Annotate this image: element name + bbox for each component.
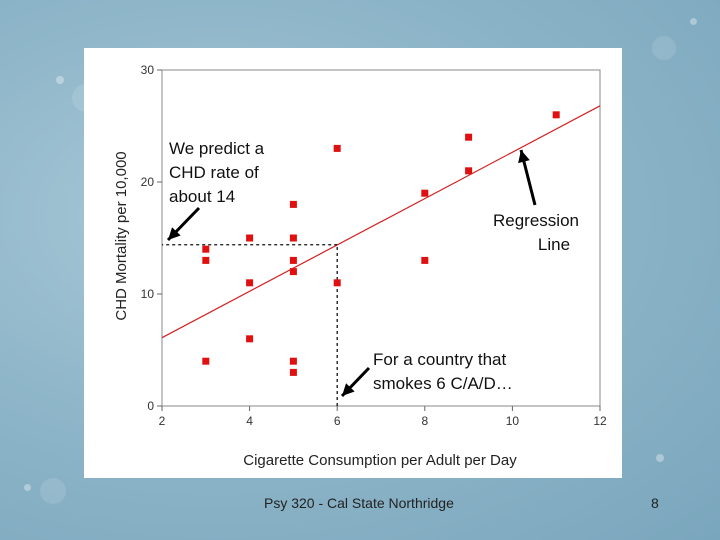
bokeh-dot	[656, 454, 664, 462]
data-point	[333, 144, 341, 152]
data-point	[202, 357, 210, 365]
bokeh-dot	[652, 36, 676, 60]
arrow-head	[518, 150, 530, 164]
arrow-to-predicted-value	[166, 206, 201, 242]
y-tick-label: 30	[141, 63, 155, 77]
data-point	[246, 234, 254, 242]
bokeh-dot	[56, 76, 64, 84]
data-point	[289, 234, 297, 242]
data-point	[289, 268, 297, 276]
data-point	[333, 279, 341, 287]
x-tick-label: 8	[421, 414, 428, 428]
country-annotation-line1: For a country that	[373, 350, 507, 369]
predict-annotation-line2: CHD rate of	[169, 163, 259, 182]
data-point	[465, 133, 473, 141]
annotation-arrows	[166, 149, 537, 398]
x-tick-label: 4	[246, 414, 253, 428]
bokeh-dot	[690, 18, 697, 25]
data-point	[421, 256, 429, 264]
x-tick-label: 12	[593, 414, 607, 428]
x-tick-label: 2	[159, 414, 166, 428]
y-tick-label: 20	[141, 175, 155, 189]
data-point	[289, 368, 297, 376]
bokeh-dot	[24, 484, 31, 491]
data-point	[289, 256, 297, 264]
predict-annotation-line1: We predict a	[169, 139, 265, 158]
bokeh-dot	[40, 478, 66, 504]
page-number: 8	[651, 495, 659, 511]
plot-frame	[161, 69, 601, 407]
scatter-chart: 2 4 6 8 10 12 0 10 20 30 CHD Mortality per 10,000…	[113, 63, 607, 469]
country-annotation-line2: smokes 6 C/A/D…	[373, 374, 513, 393]
regression-annotation-line2: Line	[538, 235, 570, 254]
data-point	[289, 357, 297, 365]
arrow-head	[168, 227, 181, 240]
data-point	[421, 189, 429, 197]
predict-annotation-line3: about 14	[169, 187, 235, 206]
data-point	[246, 279, 254, 287]
arrow-head	[342, 383, 355, 396]
y-axis-label: CHD Mortality per 10,000	[113, 151, 130, 320]
y-tick-label: 10	[141, 287, 155, 301]
regression-annotation-line1: Regression	[493, 211, 579, 230]
data-point	[202, 245, 210, 253]
x-axis-label: Cigarette Consumption per Adult per Day	[243, 452, 517, 469]
data-point	[202, 256, 210, 264]
arrow-to-regression-line	[518, 149, 537, 206]
y-tick-label: 0	[147, 399, 154, 413]
data-point	[246, 335, 254, 343]
chart-panel: 2 4 6 8 10 12 0 10 20 30 CHD Mortality per 10,000…	[84, 48, 622, 478]
data-point	[289, 200, 297, 208]
x-tick-label: 10	[506, 414, 520, 428]
regression-line	[161, 105, 601, 339]
data-point	[552, 111, 560, 119]
arrow-to-x-value	[340, 366, 371, 398]
x-tick-label: 6	[334, 414, 341, 428]
footer-text: Psy 320 - Cal State Northridge	[264, 495, 454, 511]
data-point	[465, 167, 473, 175]
